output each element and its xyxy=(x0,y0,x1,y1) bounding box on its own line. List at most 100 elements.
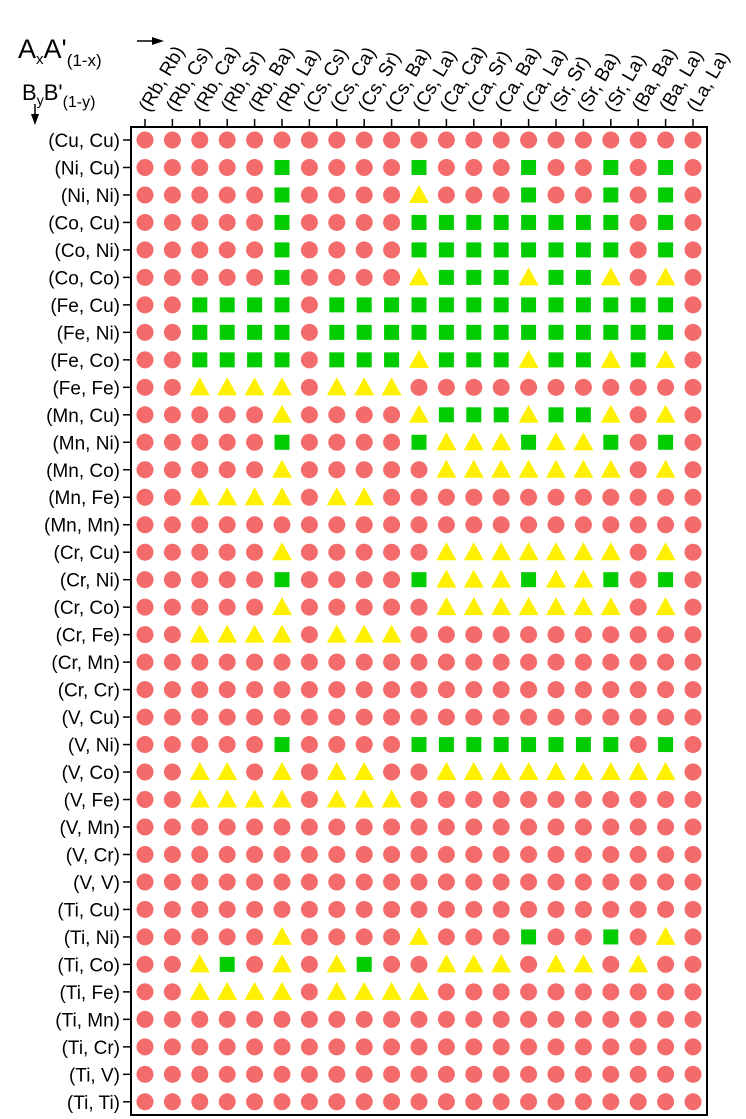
marker-circle xyxy=(300,378,318,396)
marker-circle xyxy=(602,1010,620,1028)
marker-circle xyxy=(136,488,154,506)
marker-circle xyxy=(547,1093,565,1111)
y-tick-label: (V, Fe) xyxy=(64,791,120,812)
marker-square xyxy=(493,407,509,423)
marker-triangle xyxy=(326,789,347,808)
marker-square xyxy=(247,297,263,313)
marker-circle xyxy=(163,736,181,754)
marker-triangle xyxy=(463,542,484,561)
marker-circle xyxy=(684,543,702,561)
marker-triangle xyxy=(244,981,265,1000)
marker-circle xyxy=(218,1065,236,1083)
marker-triangle xyxy=(409,926,429,945)
marker-circle xyxy=(218,736,236,754)
marker-circle xyxy=(300,296,318,314)
y-tick-label: (Ti, Fe) xyxy=(59,983,120,1004)
marker-circle xyxy=(218,818,236,836)
marker-circle xyxy=(163,186,181,204)
marker-circle xyxy=(410,1010,428,1028)
marker-triangle xyxy=(326,624,347,643)
marker-circle xyxy=(629,928,647,946)
marker-circle xyxy=(602,1038,620,1056)
marker-circle xyxy=(684,461,702,479)
marker-circle xyxy=(629,708,647,726)
y-title-sub1: y xyxy=(37,92,44,108)
marker-circle xyxy=(684,488,702,506)
marker-square xyxy=(603,434,619,450)
marker-circle xyxy=(492,488,510,506)
marker-circle xyxy=(437,845,455,863)
marker-circle xyxy=(355,653,373,671)
marker-circle xyxy=(136,1093,154,1111)
marker-circle xyxy=(163,213,181,231)
marker-circle xyxy=(602,1093,620,1111)
marker-circle xyxy=(246,543,264,561)
marker-circle xyxy=(355,516,373,534)
marker-square xyxy=(438,242,454,258)
marker-circle xyxy=(602,873,620,891)
marker-circle xyxy=(300,323,318,341)
marker-square xyxy=(274,269,290,285)
y-tick-label: (Cr, Cr) xyxy=(58,681,120,702)
y-tick-label: (Ti, Mn) xyxy=(55,1010,120,1031)
marker-circle xyxy=(410,818,428,836)
marker-circle xyxy=(163,241,181,259)
marker-triangle xyxy=(381,377,402,396)
marker-circle xyxy=(300,928,318,946)
marker-circle xyxy=(383,268,401,286)
marker-triangle xyxy=(217,789,238,808)
marker-square xyxy=(548,737,564,753)
marker-square xyxy=(411,434,427,450)
marker-circle xyxy=(136,131,154,149)
marker-square xyxy=(411,242,427,258)
marker-circle xyxy=(602,131,620,149)
marker-circle xyxy=(492,845,510,863)
marker-square xyxy=(438,737,454,753)
x-axis-title: AxA'(1-x) xyxy=(18,34,164,70)
marker-circle xyxy=(410,543,428,561)
marker-square xyxy=(329,324,345,340)
marker-circle xyxy=(246,516,264,534)
marker-circle xyxy=(492,378,510,396)
marker-square xyxy=(274,737,290,753)
marker-circle xyxy=(629,626,647,644)
marker-circle xyxy=(136,433,154,451)
marker-circle xyxy=(657,516,675,534)
marker-circle xyxy=(191,928,209,946)
y-tick-label: (Fe, Co) xyxy=(50,351,120,372)
marker-circle xyxy=(492,708,510,726)
marker-circle xyxy=(218,653,236,671)
marker-circle xyxy=(602,955,620,973)
y-axis-ticks: (Cu, Cu) (Ni, Cu) (Ni, Ni) (Co, Cu) (Co, Ni)… xyxy=(44,131,131,1114)
marker-circle xyxy=(300,873,318,891)
marker-circle xyxy=(492,900,510,918)
marker-circle xyxy=(684,516,702,534)
marker-triangle xyxy=(463,954,484,973)
marker-triangle xyxy=(189,487,210,506)
marker-circle xyxy=(300,1065,318,1083)
marker-circle xyxy=(328,131,346,149)
marker-triangle xyxy=(600,349,621,368)
marker-circle xyxy=(657,626,675,644)
marker-circle xyxy=(246,1065,264,1083)
marker-circle xyxy=(383,516,401,534)
marker-circle xyxy=(657,1010,675,1028)
markers xyxy=(136,131,702,1111)
y-tick-label: (Cu, Cu) xyxy=(48,131,120,152)
marker-circle xyxy=(383,928,401,946)
marker-circle xyxy=(574,131,592,149)
marker-circle xyxy=(437,983,455,1001)
marker-circle xyxy=(163,488,181,506)
marker-circle xyxy=(684,378,702,396)
marker-circle xyxy=(574,873,592,891)
y-tick-label: (Ti, Ti) xyxy=(67,1093,120,1114)
marker-circle xyxy=(547,158,565,176)
marker-circle xyxy=(136,213,154,231)
marker-circle xyxy=(246,186,264,204)
marker-square xyxy=(603,297,619,313)
marker-circle xyxy=(602,378,620,396)
marker-triangle xyxy=(189,762,210,781)
marker-circle xyxy=(328,1093,346,1111)
marker-circle xyxy=(163,708,181,726)
marker-circle xyxy=(465,1093,483,1111)
